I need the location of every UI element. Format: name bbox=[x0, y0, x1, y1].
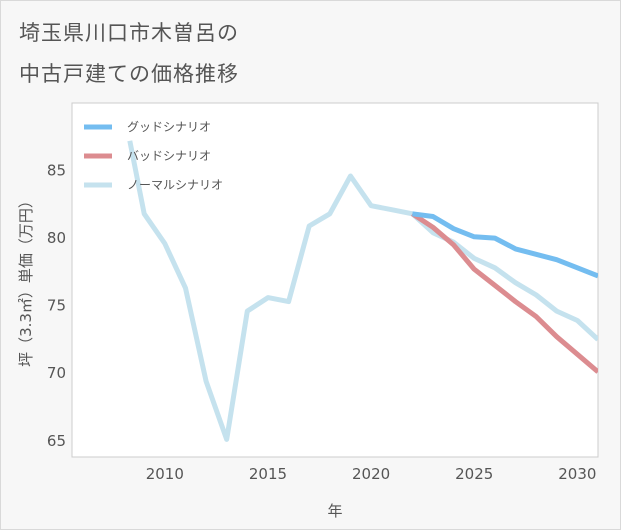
chart-title-line-2: 中古戸建ての価格推移 bbox=[19, 62, 239, 86]
series-layer bbox=[127, 140, 598, 442]
series-line-good bbox=[412, 211, 598, 279]
chart-title-line-1: 埼玉県川口市木曽呂の bbox=[19, 21, 239, 45]
y-tick-label: 65 bbox=[47, 432, 66, 450]
x-axis-title: 年 bbox=[327, 502, 342, 520]
legend-label-normal: ノーマルシナリオ bbox=[127, 178, 223, 192]
tick-labels: 2010 2015 2020 2025 2030 65 70 75 80 85 bbox=[47, 162, 597, 483]
y-tick-label: 80 bbox=[47, 229, 66, 247]
x-tick-label: 2020 bbox=[352, 465, 390, 483]
x-tick-label: 2015 bbox=[249, 465, 287, 483]
legend-label-bad: バッドシナリオ bbox=[127, 149, 211, 163]
y-tick-label: 70 bbox=[47, 364, 66, 382]
y-tick-label: 85 bbox=[47, 162, 66, 180]
x-tick-label: 2010 bbox=[146, 465, 184, 483]
legend-label-good: グッドシナリオ bbox=[127, 120, 211, 134]
y-tick-label: 75 bbox=[47, 297, 66, 315]
series-line-bad bbox=[411, 211, 598, 374]
x-tick-label: 2025 bbox=[455, 465, 493, 483]
series-line-normal bbox=[127, 140, 598, 442]
x-tick-label: 2030 bbox=[558, 465, 596, 483]
y-axis-title: 坪（3.3㎡）単価（万円） bbox=[17, 193, 35, 367]
